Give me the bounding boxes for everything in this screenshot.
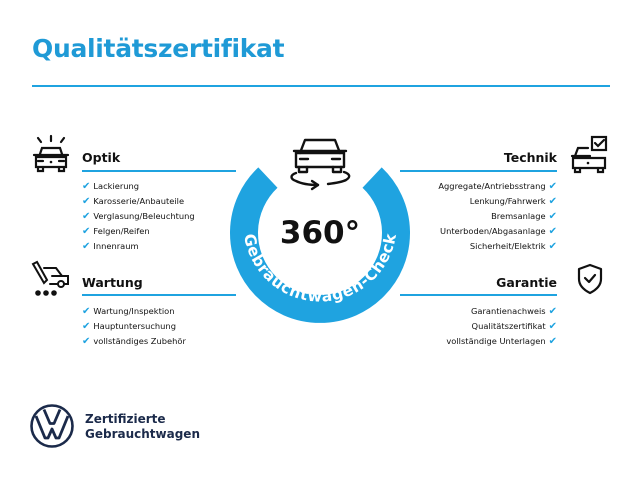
check-icon: ✔: [82, 196, 91, 207]
list-item: ✔ Innenraum: [82, 241, 139, 252]
360-label: 360°: [280, 215, 360, 251]
wartung-list: ✔ Wartung/Inspektion ✔ Hauptuntersuchung ✔…: [82, 304, 186, 349]
list-item: ✔ Verglasung/Beleuchtung: [82, 211, 195, 222]
vw-logo: [30, 404, 74, 448]
list-item: Qualitätszertifikat ✔: [471, 321, 557, 332]
check-icon: ✔: [82, 321, 91, 332]
list-item: Aggregate/Antriebsstrang ✔: [438, 181, 557, 192]
technik-list: Aggregate/Antriebsstrang ✔ Lenkung/Fahrwe…: [438, 179, 557, 254]
list-item: ✔ Felgen/Reifen: [82, 226, 150, 237]
ring: [230, 167, 410, 323]
check-icon: ✔: [82, 226, 91, 237]
list-item: ✔ Wartung/Inspektion: [82, 306, 175, 317]
check-icon: ✔: [548, 241, 557, 252]
garantie-divider: [400, 294, 557, 296]
list-item: Garantienachweis ✔: [470, 306, 557, 317]
garantie-heading: Garantie: [496, 275, 557, 290]
brand-text: Zertifizierte Gebrauchtwagen: [85, 412, 200, 442]
wartung-divider: [82, 294, 236, 296]
check-icon: ✔: [82, 211, 91, 222]
shield-check-icon: [577, 263, 603, 295]
optik-heading: Optik: [82, 150, 121, 165]
list-item: Bremsanlage ✔: [491, 211, 557, 222]
page-title: Qualitätszertifikat: [32, 34, 285, 63]
list-item: ✔ Karosserie/Anbauteile: [82, 196, 185, 207]
list-item: ✔ Hauptuntersuchung: [82, 321, 176, 332]
service-tools-icon: [31, 260, 69, 296]
360-check-badge: Gebrauchtwagen-Check 360°: [230, 138, 410, 323]
list-item: ✔ vollständiges Zubehör: [82, 336, 186, 347]
garantie-list: Garantienachweis ✔ Qualitätszertifikat ✔ v…: [446, 304, 557, 349]
check-icon: ✔: [82, 306, 91, 317]
car-checkbox-icon: [570, 135, 608, 174]
check-icon: ✔: [548, 211, 557, 222]
check-icon: ✔: [82, 336, 91, 347]
list-item: Unterboden/Abgasanlage ✔: [440, 226, 557, 237]
check-icon: ✔: [548, 321, 557, 332]
optik-list: ✔ Lackierung ✔ Karosserie/Anbauteile ✔ Verg…: [82, 179, 195, 254]
list-item: Sicherheit/Elektrik ✔: [469, 241, 557, 252]
check-icon: ✔: [548, 196, 557, 207]
list-item: ✔ Lackierung: [82, 181, 140, 192]
check-icon: ✔: [548, 336, 557, 347]
brand-line-2: Gebrauchtwagen: [85, 427, 200, 441]
check-icon: ✔: [82, 181, 91, 192]
check-icon: ✔: [548, 226, 557, 237]
list-item: vollständige Unterlagen ✔: [446, 336, 557, 347]
brand-line-1: Zertifizierte: [85, 412, 166, 426]
wartung-heading: Wartung: [82, 275, 143, 290]
technik-heading: Technik: [503, 150, 557, 165]
title-divider: [32, 85, 610, 87]
technik-divider: [400, 170, 557, 172]
check-icon: ✔: [82, 241, 91, 252]
list-item: Lenkung/Fahrwerk ✔: [469, 196, 557, 207]
optik-divider: [82, 170, 236, 172]
check-icon: ✔: [548, 181, 557, 192]
car-rotate-icon: [290, 138, 351, 191]
check-icon: ✔: [548, 306, 557, 317]
car-lights-icon: [32, 134, 70, 173]
